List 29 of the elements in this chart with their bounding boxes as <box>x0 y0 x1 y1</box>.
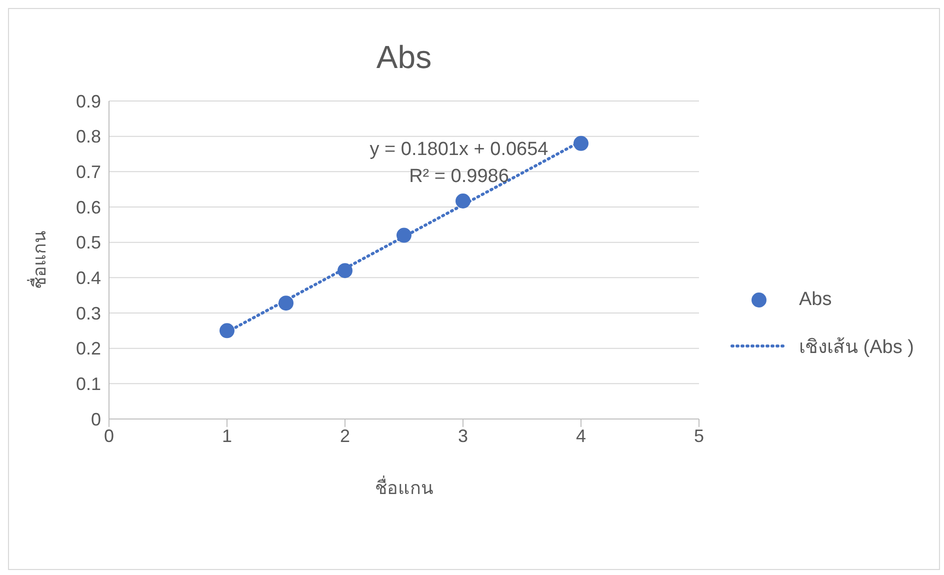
x-axis-title: ชื่อแกน <box>375 475 433 498</box>
x-tick-label: 1 <box>222 426 232 446</box>
annotation: y = 0.1801x + 0.0654 <box>368 139 550 161</box>
x-tick-label: 3 <box>458 426 468 446</box>
point <box>278 296 294 311</box>
y-tick-label: 0.5 <box>76 232 101 253</box>
x-tick-label: 2 <box>340 426 350 446</box>
point <box>456 193 470 208</box>
y-axis-title: ชื่อแกน <box>26 231 50 289</box>
y-tick-label: 0.1 <box>76 374 101 394</box>
y-tick-label: 0.4 <box>76 268 101 288</box>
y-tick-label: 0.7 <box>76 162 101 182</box>
y-tick-label: 0.6 <box>76 197 101 218</box>
y-tick-label: 0.3 <box>76 303 101 324</box>
x-tick-label: 5 <box>694 426 704 446</box>
y-tick-label: 0.9 <box>76 91 101 112</box>
point <box>396 228 412 243</box>
y-tick-label: 0.2 <box>76 338 101 359</box>
x-tick-label: 0 <box>104 426 114 446</box>
point <box>574 136 588 151</box>
y-tick-label: 0 <box>90 409 101 430</box>
chart-title: Abs <box>375 39 433 76</box>
y-tick-label: 0.8 <box>76 126 101 147</box>
point <box>220 323 234 338</box>
legend-label: เชิงเส้น (Abs ) <box>799 336 914 360</box>
annotation: R² = 0.9986 <box>408 166 510 188</box>
x-tick-label: 4 <box>576 426 586 446</box>
point <box>338 263 352 278</box>
legend-label: Abs <box>799 289 832 311</box>
